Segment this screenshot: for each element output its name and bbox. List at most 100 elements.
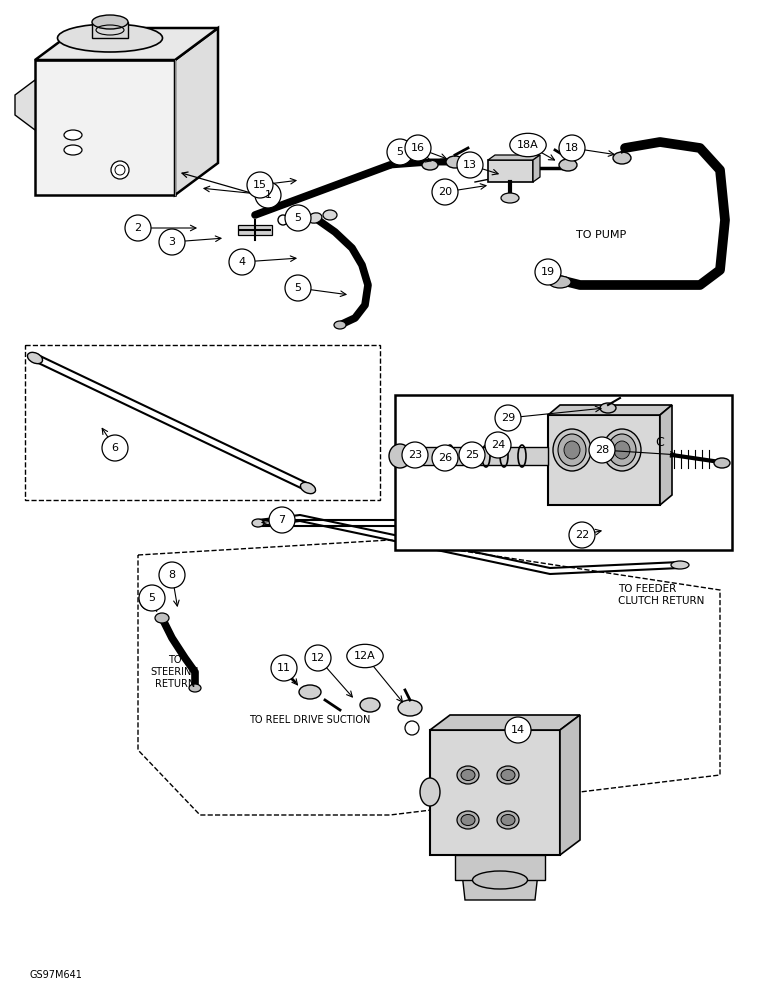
Circle shape [269, 507, 295, 533]
Ellipse shape [559, 159, 577, 171]
Text: TO FEEDER
CLUTCH RETURN: TO FEEDER CLUTCH RETURN [618, 584, 704, 606]
Text: 15: 15 [253, 180, 267, 190]
Ellipse shape [461, 770, 475, 780]
Ellipse shape [608, 434, 636, 466]
Text: 13: 13 [463, 160, 477, 170]
Ellipse shape [671, 561, 689, 569]
Circle shape [459, 442, 485, 468]
Ellipse shape [457, 811, 479, 829]
Ellipse shape [92, 15, 128, 29]
Text: 16: 16 [411, 143, 425, 153]
Circle shape [505, 717, 531, 743]
Ellipse shape [64, 130, 82, 140]
Polygon shape [533, 155, 540, 182]
Ellipse shape [497, 766, 519, 784]
Circle shape [125, 215, 151, 241]
Ellipse shape [501, 814, 515, 826]
Ellipse shape [600, 403, 616, 413]
Circle shape [569, 522, 595, 548]
Text: 18: 18 [565, 143, 579, 153]
Text: 28: 28 [595, 445, 609, 455]
Ellipse shape [299, 685, 321, 699]
Ellipse shape [613, 152, 631, 164]
Text: 19: 19 [541, 267, 555, 277]
Text: 11: 11 [277, 663, 291, 673]
Ellipse shape [398, 700, 422, 716]
Circle shape [495, 405, 521, 431]
Polygon shape [400, 447, 548, 465]
Circle shape [159, 562, 185, 588]
Ellipse shape [334, 321, 346, 329]
Text: 23: 23 [408, 450, 422, 460]
Ellipse shape [558, 434, 586, 466]
Polygon shape [548, 405, 672, 415]
Text: 12: 12 [311, 653, 325, 663]
Circle shape [247, 172, 273, 198]
Polygon shape [15, 80, 35, 130]
Polygon shape [660, 405, 672, 505]
Text: 12A: 12A [354, 651, 376, 661]
Text: 5: 5 [294, 213, 302, 223]
Circle shape [102, 435, 128, 461]
Ellipse shape [603, 429, 641, 471]
Circle shape [271, 655, 297, 681]
Ellipse shape [510, 133, 547, 157]
Ellipse shape [446, 156, 464, 168]
Polygon shape [548, 415, 660, 505]
Ellipse shape [389, 444, 411, 468]
Polygon shape [35, 28, 218, 60]
Text: 5: 5 [294, 283, 302, 293]
Ellipse shape [28, 352, 42, 364]
Polygon shape [430, 730, 560, 855]
Circle shape [285, 205, 311, 231]
Ellipse shape [501, 770, 515, 780]
Text: 7: 7 [279, 515, 286, 525]
Ellipse shape [553, 429, 591, 471]
Text: 29: 29 [501, 413, 515, 423]
Circle shape [111, 161, 129, 179]
Text: 5: 5 [148, 593, 155, 603]
Ellipse shape [64, 145, 82, 155]
Text: 6: 6 [111, 443, 118, 453]
Text: TO REEL DRIVE SUCTION: TO REEL DRIVE SUCTION [249, 715, 371, 725]
Polygon shape [430, 715, 580, 730]
Ellipse shape [308, 213, 322, 223]
Text: 4: 4 [239, 257, 245, 267]
Circle shape [432, 445, 458, 471]
Text: 1: 1 [265, 190, 272, 200]
Text: 26: 26 [438, 453, 452, 463]
Polygon shape [460, 855, 540, 900]
Text: 25: 25 [465, 450, 479, 460]
Circle shape [405, 135, 431, 161]
Circle shape [305, 645, 331, 671]
Text: 20: 20 [438, 187, 452, 197]
Circle shape [457, 152, 483, 178]
Text: 18A: 18A [517, 140, 539, 150]
Text: 3: 3 [168, 237, 175, 247]
Bar [395, 395, 732, 550]
Text: 5: 5 [397, 147, 404, 157]
Ellipse shape [288, 210, 302, 220]
Text: C: C [655, 436, 665, 448]
Ellipse shape [614, 441, 630, 459]
Circle shape [387, 139, 413, 165]
Ellipse shape [300, 482, 316, 494]
Circle shape [229, 249, 255, 275]
Ellipse shape [347, 644, 383, 668]
Polygon shape [35, 60, 175, 195]
Text: 8: 8 [168, 570, 175, 580]
Polygon shape [560, 715, 580, 855]
Text: 22: 22 [575, 530, 589, 540]
Ellipse shape [420, 778, 440, 806]
Polygon shape [92, 22, 128, 38]
Polygon shape [175, 28, 218, 195]
Ellipse shape [497, 811, 519, 829]
Circle shape [159, 229, 185, 255]
Text: TO PUMP: TO PUMP [576, 230, 626, 240]
Ellipse shape [472, 871, 527, 889]
Ellipse shape [501, 193, 519, 203]
Ellipse shape [457, 766, 479, 784]
Circle shape [285, 275, 311, 301]
Ellipse shape [714, 458, 730, 468]
Text: 24: 24 [491, 440, 505, 450]
